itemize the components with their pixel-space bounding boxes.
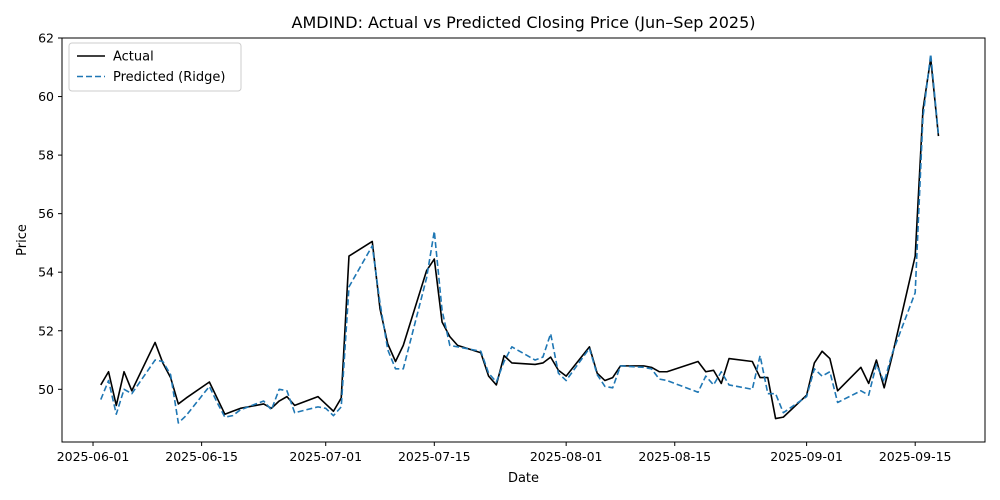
x-tick-label: 2025-09-15 xyxy=(879,449,952,464)
y-tick-label: 60 xyxy=(38,89,54,104)
plot-frame xyxy=(61,37,986,443)
series-line-predicted xyxy=(100,53,940,424)
x-tick-label: 2025-06-01 xyxy=(57,449,130,464)
legend-label: Actual xyxy=(113,50,154,65)
legend-label: Predicted (Ridge) xyxy=(113,70,225,85)
x-tick-label: 2025-09-01 xyxy=(770,449,843,464)
y-axis-title: Price xyxy=(15,224,30,256)
y-tick-label: 54 xyxy=(38,265,54,280)
y-tick-label: 56 xyxy=(38,206,54,221)
y-tick-label: 50 xyxy=(38,382,54,397)
x-tick-label: 2025-08-15 xyxy=(638,449,711,464)
chart-title: AMDIND: Actual vs Predicted Closing Pric… xyxy=(292,13,756,32)
x-axis-title: Date xyxy=(508,471,539,486)
axis-ticks: 2025-06-01 2025-06-15 2025-07-01 2025-07-15… xyxy=(38,31,951,465)
legend-box xyxy=(68,42,242,92)
plot-lines xyxy=(100,53,940,424)
y-tick-label: 62 xyxy=(38,31,54,46)
y-tick-label: 52 xyxy=(38,323,54,338)
x-tick-label: 2025-08-01 xyxy=(530,449,603,464)
x-tick-label: 2025-07-15 xyxy=(398,449,471,464)
legend: Actual Predicted (Ridge) xyxy=(68,42,242,92)
x-tick-label: 2025-07-01 xyxy=(289,449,362,464)
y-tick-label: 58 xyxy=(38,148,54,163)
x-tick-label: 2025-06-15 xyxy=(165,449,238,464)
series-line-actual xyxy=(100,57,940,420)
